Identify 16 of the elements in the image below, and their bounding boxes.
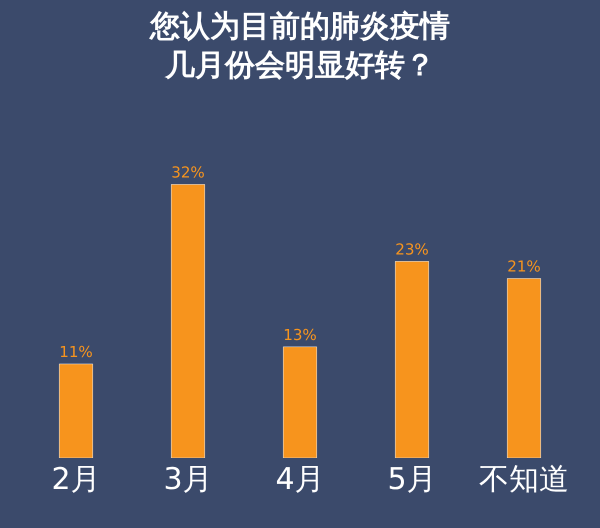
bar [282, 346, 318, 458]
x-tick-label: 3月 [163, 462, 213, 497]
data-label: 13% [283, 326, 317, 344]
chart-title: 您认为目前的肺炎疫情几月份会明显好转？ [149, 9, 450, 83]
bar [58, 364, 94, 458]
x-tick-label: 不知道 [479, 462, 569, 497]
bar [506, 278, 542, 458]
x-tick-label: 2月 [51, 462, 101, 497]
x-tick-label: 5月 [387, 462, 437, 497]
bar [394, 261, 430, 458]
data-label: 21% [507, 258, 541, 276]
data-label: 32% [171, 164, 205, 182]
data-label: 11% [59, 343, 93, 362]
data-label: 23% [395, 240, 429, 259]
x-tick-label: 4月 [275, 462, 325, 497]
bar [170, 184, 206, 458]
